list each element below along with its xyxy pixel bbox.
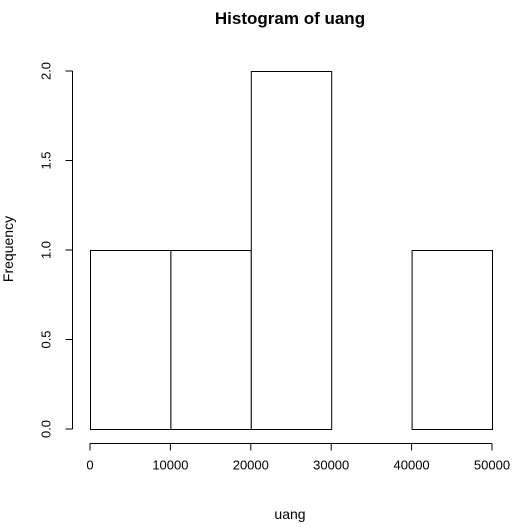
y-tick-label: 1.5	[39, 151, 54, 169]
y-tick-label: 1.0	[39, 241, 54, 259]
histogram-bar-1	[170, 250, 252, 430]
x-tick-label: 30000	[313, 458, 349, 473]
x-tick-label: 20000	[233, 458, 269, 473]
x-tick-label: 0	[86, 458, 93, 473]
y-tick-label: 0.5	[39, 330, 54, 348]
y-tick-label: 0.0	[39, 420, 54, 438]
y-axis-label: Frequency	[0, 216, 16, 282]
bars-group	[90, 71, 494, 430]
chart-title: Histogram of uang	[215, 9, 365, 28]
y-axis: 0.0 0.5 1.0 1.5 2.0	[39, 62, 73, 438]
x-tick-label: 50000	[474, 458, 510, 473]
x-axis: 0 10000 20000 30000 40000 50000	[86, 443, 510, 473]
histogram-bar-4	[411, 250, 494, 430]
x-tick-label: 40000	[394, 458, 430, 473]
y-tick-label: 2.0	[39, 62, 54, 80]
x-tick-label: 10000	[152, 458, 188, 473]
histogram-bar-2	[250, 71, 333, 430]
histogram-bar-0	[90, 250, 172, 430]
x-axis-label: uang	[274, 506, 305, 522]
